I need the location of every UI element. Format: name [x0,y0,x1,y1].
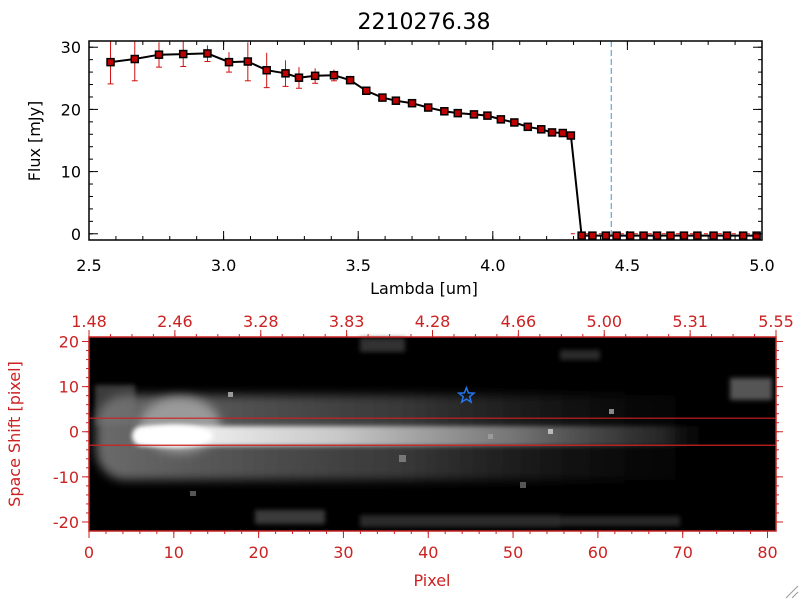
image-overlay-layer [89,385,776,446]
top-tick-label: 3.83 [329,312,365,331]
image-top-ticks: 1.48 2.46 3.28 3.83 4.28 4.66 5.00 5.31 5.55 [71,312,794,337]
flux-point [679,231,689,240]
x-tick-label: 3.0 [211,256,236,275]
spectral-image [89,337,776,531]
x-tick-label: 50 [503,543,523,562]
y-tick-label: 20 [59,333,79,352]
top-tick-label: 5.55 [758,312,794,331]
x-tick-label: 5.0 [749,256,774,275]
spectrum-x-axis-label: Lambda [um] [370,279,478,298]
flux-point [130,54,140,64]
flux-point [693,231,702,240]
flux-point [510,118,519,127]
top-tick-label: 5.31 [672,312,708,331]
flux-point [440,107,449,116]
flux-point [469,110,479,119]
y-tick-label: 0 [71,225,81,244]
spectrum-y-axis-label: Flux [mJy] [25,101,44,182]
flux-point [722,231,732,240]
y-tick-label: 10 [59,378,79,397]
y-tick-label: -20 [53,513,79,532]
flux-point [407,98,417,108]
flux-point [281,69,290,78]
flux-point [178,49,188,59]
x-tick-label: 30 [333,543,353,562]
flux-point [483,111,492,120]
flux-point [612,231,621,240]
source-star-marker [456,385,476,404]
x-tick-label: 2.5 [76,256,101,275]
spectrum-x-ticks: 2.5 3.0 3.5 4.0 4.5 5.0 [76,41,775,275]
flux-point [709,231,718,240]
flux-point [310,71,320,81]
trace-core [137,425,213,447]
flux-point [391,96,401,105]
flux-point [652,231,662,240]
spectrum-y-ticks: 0 10 20 30 [61,38,762,244]
x-tick-label: 80 [757,543,777,562]
spectrum-title: 2210276.38 [358,10,491,35]
flux-point [106,57,115,67]
flux-point [345,75,355,85]
flux-point [738,231,748,240]
y-tick-label: 10 [61,163,81,182]
flux-point [329,70,339,80]
x-tick-label: 3.5 [345,256,370,275]
flux-point [496,115,506,124]
top-tick-label: 1.48 [71,312,107,331]
top-tick-label: 2.46 [157,312,193,331]
image-x-axis-label: Pixel [413,571,450,590]
x-tick-label: 0 [84,543,94,562]
flux-point [294,73,304,82]
top-tick-label: 5.00 [586,312,622,331]
flux-point [224,57,234,67]
x-tick-label: 20 [248,543,268,562]
top-tick-label: 4.66 [501,312,537,331]
flux-point [378,93,387,102]
y-tick-label: -10 [53,468,79,487]
flux-point [523,122,533,132]
top-tick-label: 3.28 [243,312,279,331]
y-tick-label: 30 [61,38,81,57]
flux-point [752,231,761,240]
flux-point [588,231,597,240]
flux-point [577,231,586,240]
flux-point [203,49,212,58]
spectrum-plot-frame [88,40,763,241]
hot-pixels [190,392,614,496]
image-y-axis-label: Space Shift [pixel] [5,361,24,507]
flux-point [154,50,164,59]
flux-point [453,108,463,118]
flux-point [537,125,546,134]
flux-point [547,128,557,137]
image-x-ticks: 0 10 20 30 40 50 60 70 80 [84,531,778,562]
image-panel: 0 10 20 30 40 50 60 70 80 1.48 2.46 3.28 3.83 4.28 4.… [5,312,794,590]
flux-point [558,128,568,138]
spectrum-plot-layer [106,41,762,240]
flux-series-line [110,52,757,237]
x-tick-label: 40 [418,543,438,562]
flux-point [566,131,576,140]
flux-point [639,231,648,240]
flux-point [423,103,433,112]
x-tick-label: 4.0 [480,256,505,275]
y-tick-label: 0 [69,423,79,442]
resize-grip-icon[interactable] [785,585,799,599]
spectral-trace [132,426,722,446]
flux-point [601,231,611,240]
spectrum-panel: 2210276.38 2.5 3.0 3.5 4.0 4.5 5.0 0 10 20 30 La… [25,10,775,298]
flux-point [666,231,675,240]
image-y-ticks: -20 -10 0 10 20 [53,333,783,532]
top-tick-label: 4.28 [415,312,451,331]
flux-point [362,86,371,95]
y-tick-label: 20 [61,100,81,119]
x-tick-label: 4.5 [615,256,640,275]
flux-point [262,65,271,75]
x-tick-label: 10 [164,543,184,562]
x-tick-label: 60 [588,543,608,562]
flux-point [625,231,635,240]
flux-point [243,57,253,66]
x-tick-label: 70 [673,543,693,562]
